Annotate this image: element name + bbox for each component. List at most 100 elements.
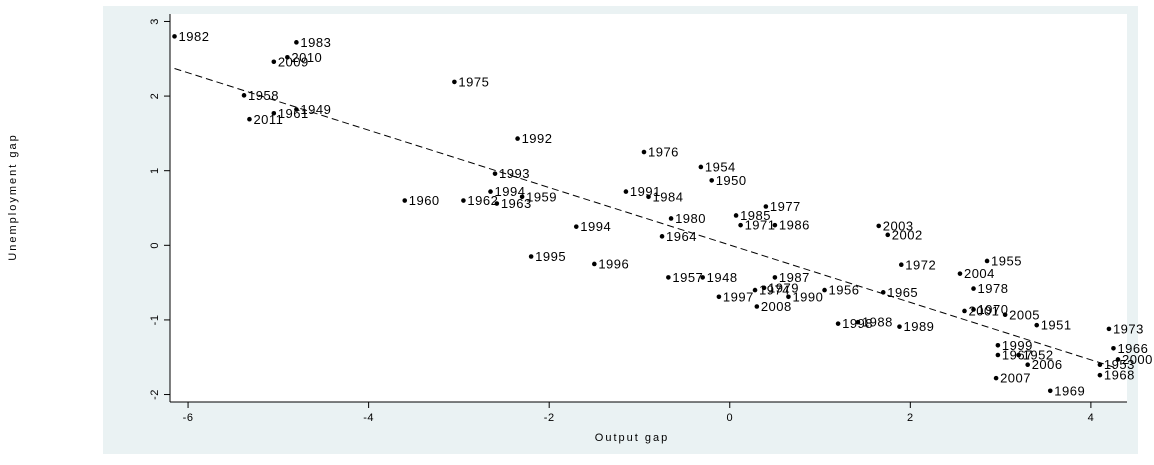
x-tick-label: -2	[544, 412, 555, 424]
point-label: 1959	[526, 189, 557, 204]
scatter-point	[822, 287, 827, 293]
x-tick-label: -4	[363, 412, 374, 424]
scatter-point	[1016, 352, 1021, 358]
point-label: 1976	[648, 145, 679, 160]
point-label: 1958	[248, 88, 279, 103]
scatter-point	[786, 294, 791, 300]
scatter-point	[452, 79, 457, 85]
x-tick-label: 2	[907, 412, 914, 424]
axes: -6 -4 -2 0 2 4 -2 -1 0 1 2 3	[149, 14, 1127, 424]
scatter-point	[984, 258, 990, 264]
point-label: 1992	[522, 131, 553, 146]
scatter-point	[1025, 362, 1030, 367]
point-label: 1955	[991, 254, 1022, 269]
point-label: 1995	[535, 249, 566, 264]
scatter-point	[247, 116, 252, 122]
point-label: 1996	[598, 257, 629, 272]
scatter-point	[172, 34, 177, 39]
scatter-point	[515, 136, 520, 141]
scatter-point	[898, 262, 904, 268]
scatter-point	[646, 194, 651, 200]
point-label: 1960	[409, 193, 440, 208]
point-label: 1949	[300, 102, 331, 117]
scatter-point	[835, 321, 841, 326]
y-axis-title: Unemployment gap	[7, 133, 19, 260]
scatter-point	[1106, 326, 1112, 332]
point-label: 1948	[707, 270, 738, 285]
scatter-point	[700, 275, 705, 280]
scatter-point	[668, 216, 674, 221]
point-label: 1994	[580, 219, 611, 234]
point-label: 1956	[829, 283, 860, 298]
plot-area	[170, 14, 1127, 402]
scatter-point	[1115, 357, 1121, 362]
scatter-point	[962, 308, 967, 314]
point-label: 1978	[978, 281, 1009, 296]
point-label: 1983	[300, 35, 331, 50]
scatter-point	[995, 352, 1001, 358]
scatter-point	[494, 201, 500, 206]
scatter-point	[754, 304, 760, 309]
scatter-point	[885, 232, 891, 238]
scatter-point	[752, 287, 758, 293]
scatter-point	[855, 319, 861, 325]
point-label: 1963	[501, 196, 532, 211]
point-label: 1953	[1104, 357, 1135, 372]
point-label: 1987	[779, 270, 810, 285]
scatter-point	[1034, 322, 1040, 328]
point-label: 1975	[458, 74, 489, 89]
scatter-point	[1002, 312, 1008, 318]
scatter-point	[402, 198, 408, 203]
scatter-point	[1047, 388, 1053, 394]
point-label: 1986	[779, 218, 810, 233]
scatter-point	[294, 107, 299, 112]
scatter-point	[698, 164, 704, 170]
point-label: 2000	[1122, 352, 1153, 367]
scatter-point	[659, 234, 665, 239]
point-label: 1951	[1041, 318, 1072, 333]
point-label: 1966	[1117, 341, 1148, 356]
y-tick-label: -2	[149, 389, 161, 400]
point-label: 1970	[978, 302, 1009, 317]
point-label: 1950	[716, 173, 747, 188]
point-label: 1990	[792, 289, 823, 304]
scatter-point	[993, 375, 999, 381]
scatter-point	[772, 275, 778, 280]
scatter-point	[241, 93, 247, 98]
x-tick-label: -6	[183, 412, 194, 424]
scatter-point	[1097, 362, 1103, 367]
scatter-point	[294, 40, 299, 45]
point-label: 2008	[761, 299, 792, 314]
point-label: 2007	[1000, 371, 1031, 386]
point-label: 1989	[903, 319, 934, 334]
point-label: 1971	[745, 218, 776, 233]
point-label: 1980	[675, 211, 706, 226]
point-label: 1969	[1054, 383, 1085, 398]
point-label: 1979	[768, 280, 799, 295]
scatter-point	[971, 307, 976, 312]
scatter-point	[957, 271, 963, 276]
point-label: 1982	[179, 29, 210, 44]
point-label: 1972	[905, 257, 936, 272]
point-label: 2004	[964, 266, 995, 281]
point-label: 1988	[862, 315, 893, 330]
scatter-point	[897, 324, 902, 329]
scatter-point	[461, 198, 466, 203]
point-label: 1984	[653, 189, 684, 204]
point-label: 1957	[672, 270, 703, 285]
point-label: 1997	[723, 289, 754, 304]
scatter-point	[971, 286, 976, 291]
x-tick-label: 4	[1088, 412, 1095, 424]
scatter-point	[488, 189, 493, 194]
scatter-point	[738, 222, 743, 228]
scatter-point	[592, 261, 597, 267]
point-label: 1994	[495, 184, 526, 199]
point-label: 1964	[666, 229, 697, 244]
scatter-point	[519, 194, 525, 200]
scatter-point	[271, 59, 277, 65]
scatter-point	[271, 110, 277, 116]
point-label: 1962	[467, 193, 498, 208]
